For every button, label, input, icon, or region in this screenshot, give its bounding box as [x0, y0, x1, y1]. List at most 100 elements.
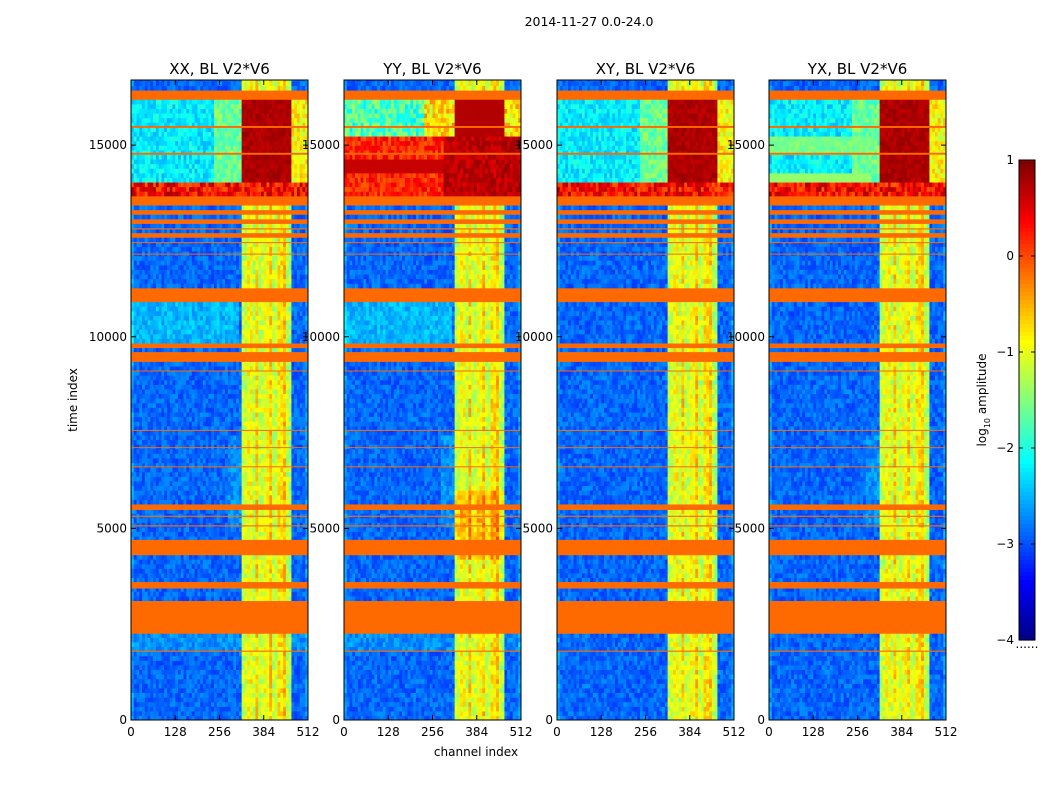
data-cell — [153, 278, 157, 284]
data-cell — [222, 379, 226, 385]
data-cell — [241, 338, 245, 344]
data-cell — [166, 554, 171, 560]
data-cell — [260, 283, 265, 289]
data-cell — [161, 701, 165, 707]
data-cell — [139, 526, 143, 533]
data-cell — [302, 384, 306, 390]
data-cell — [166, 306, 171, 312]
data-cell — [238, 393, 243, 399]
data-cell — [244, 402, 248, 408]
data-cell — [202, 319, 207, 326]
data-cell — [280, 462, 284, 468]
data-cell — [280, 301, 284, 307]
data-cell — [166, 674, 171, 680]
data-cell — [189, 434, 193, 441]
data-cell — [283, 471, 287, 477]
data-cell — [263, 508, 268, 514]
data-cell — [169, 439, 174, 445]
data-cell — [200, 494, 204, 500]
data-cell — [285, 453, 290, 459]
data-cell — [175, 471, 179, 477]
data-cell — [161, 306, 165, 312]
data-cell — [136, 462, 140, 468]
data-cell — [155, 513, 160, 519]
data-cell — [296, 425, 301, 431]
data-cell — [244, 347, 248, 353]
data-cell — [155, 595, 160, 602]
data-cell — [291, 632, 295, 638]
data-cell — [131, 499, 135, 505]
data-cell — [178, 577, 182, 583]
data-cell — [219, 439, 223, 445]
data-cell — [166, 664, 171, 671]
data-cell — [200, 462, 204, 468]
data-cell — [194, 646, 198, 652]
data-cell — [153, 683, 157, 689]
data-cell — [266, 462, 270, 468]
data-cell — [274, 499, 279, 505]
data-cell — [150, 462, 154, 468]
data-cell — [225, 333, 229, 339]
data-cell — [194, 706, 198, 712]
data-cell — [222, 577, 226, 583]
data-cell — [222, 480, 226, 487]
data-cell — [266, 476, 270, 482]
data-cell — [249, 338, 254, 344]
data-cell — [150, 522, 154, 528]
data-cell — [155, 669, 160, 675]
data-cell — [202, 425, 207, 431]
data-cell — [164, 591, 168, 597]
data-cell — [211, 683, 215, 689]
data-cell — [230, 384, 234, 390]
data-cell — [274, 476, 279, 482]
data-cell — [280, 338, 284, 344]
data-cell — [133, 448, 138, 454]
data-cell — [296, 471, 301, 477]
data-cell — [241, 416, 245, 422]
data-cell — [296, 439, 301, 445]
data-cell — [161, 595, 165, 602]
data-cell — [153, 692, 157, 698]
data-cell — [147, 646, 151, 652]
data-cell — [180, 453, 185, 459]
data-cell — [233, 434, 237, 441]
data-cell — [180, 669, 185, 675]
data-cell — [233, 278, 237, 284]
data-cell — [258, 453, 262, 459]
data-cell — [219, 678, 223, 684]
data-cell — [280, 379, 284, 385]
data-cell — [230, 306, 234, 312]
data-cell — [189, 554, 193, 560]
data-cell — [288, 692, 293, 698]
data-cell — [161, 485, 165, 491]
data-cell — [131, 301, 135, 307]
data-cell — [227, 384, 232, 390]
data-cell — [277, 333, 281, 339]
data-cell — [225, 687, 229, 694]
data-cell — [233, 697, 237, 703]
data-cell — [169, 421, 174, 427]
data-cell — [213, 393, 218, 399]
data-cell — [216, 554, 221, 560]
data-cell — [213, 651, 218, 657]
data-cell — [194, 278, 198, 284]
data-cell — [175, 361, 179, 367]
data-cell — [161, 531, 165, 537]
data-cell — [255, 577, 259, 583]
data-cell — [305, 411, 308, 418]
data-cell — [263, 361, 268, 367]
data-cell — [238, 637, 243, 643]
data-cell — [252, 306, 257, 312]
data-cell — [236, 434, 240, 441]
data-cell — [186, 398, 190, 404]
data-cell — [299, 407, 304, 413]
data-cell — [227, 402, 232, 408]
data-cell — [244, 361, 248, 367]
data-cell — [150, 324, 154, 330]
data-cell — [277, 651, 281, 657]
data-cell — [197, 669, 201, 675]
data-cell — [252, 641, 257, 648]
data-cell — [222, 462, 226, 468]
data-cell — [150, 508, 154, 514]
data-cell — [258, 687, 262, 694]
